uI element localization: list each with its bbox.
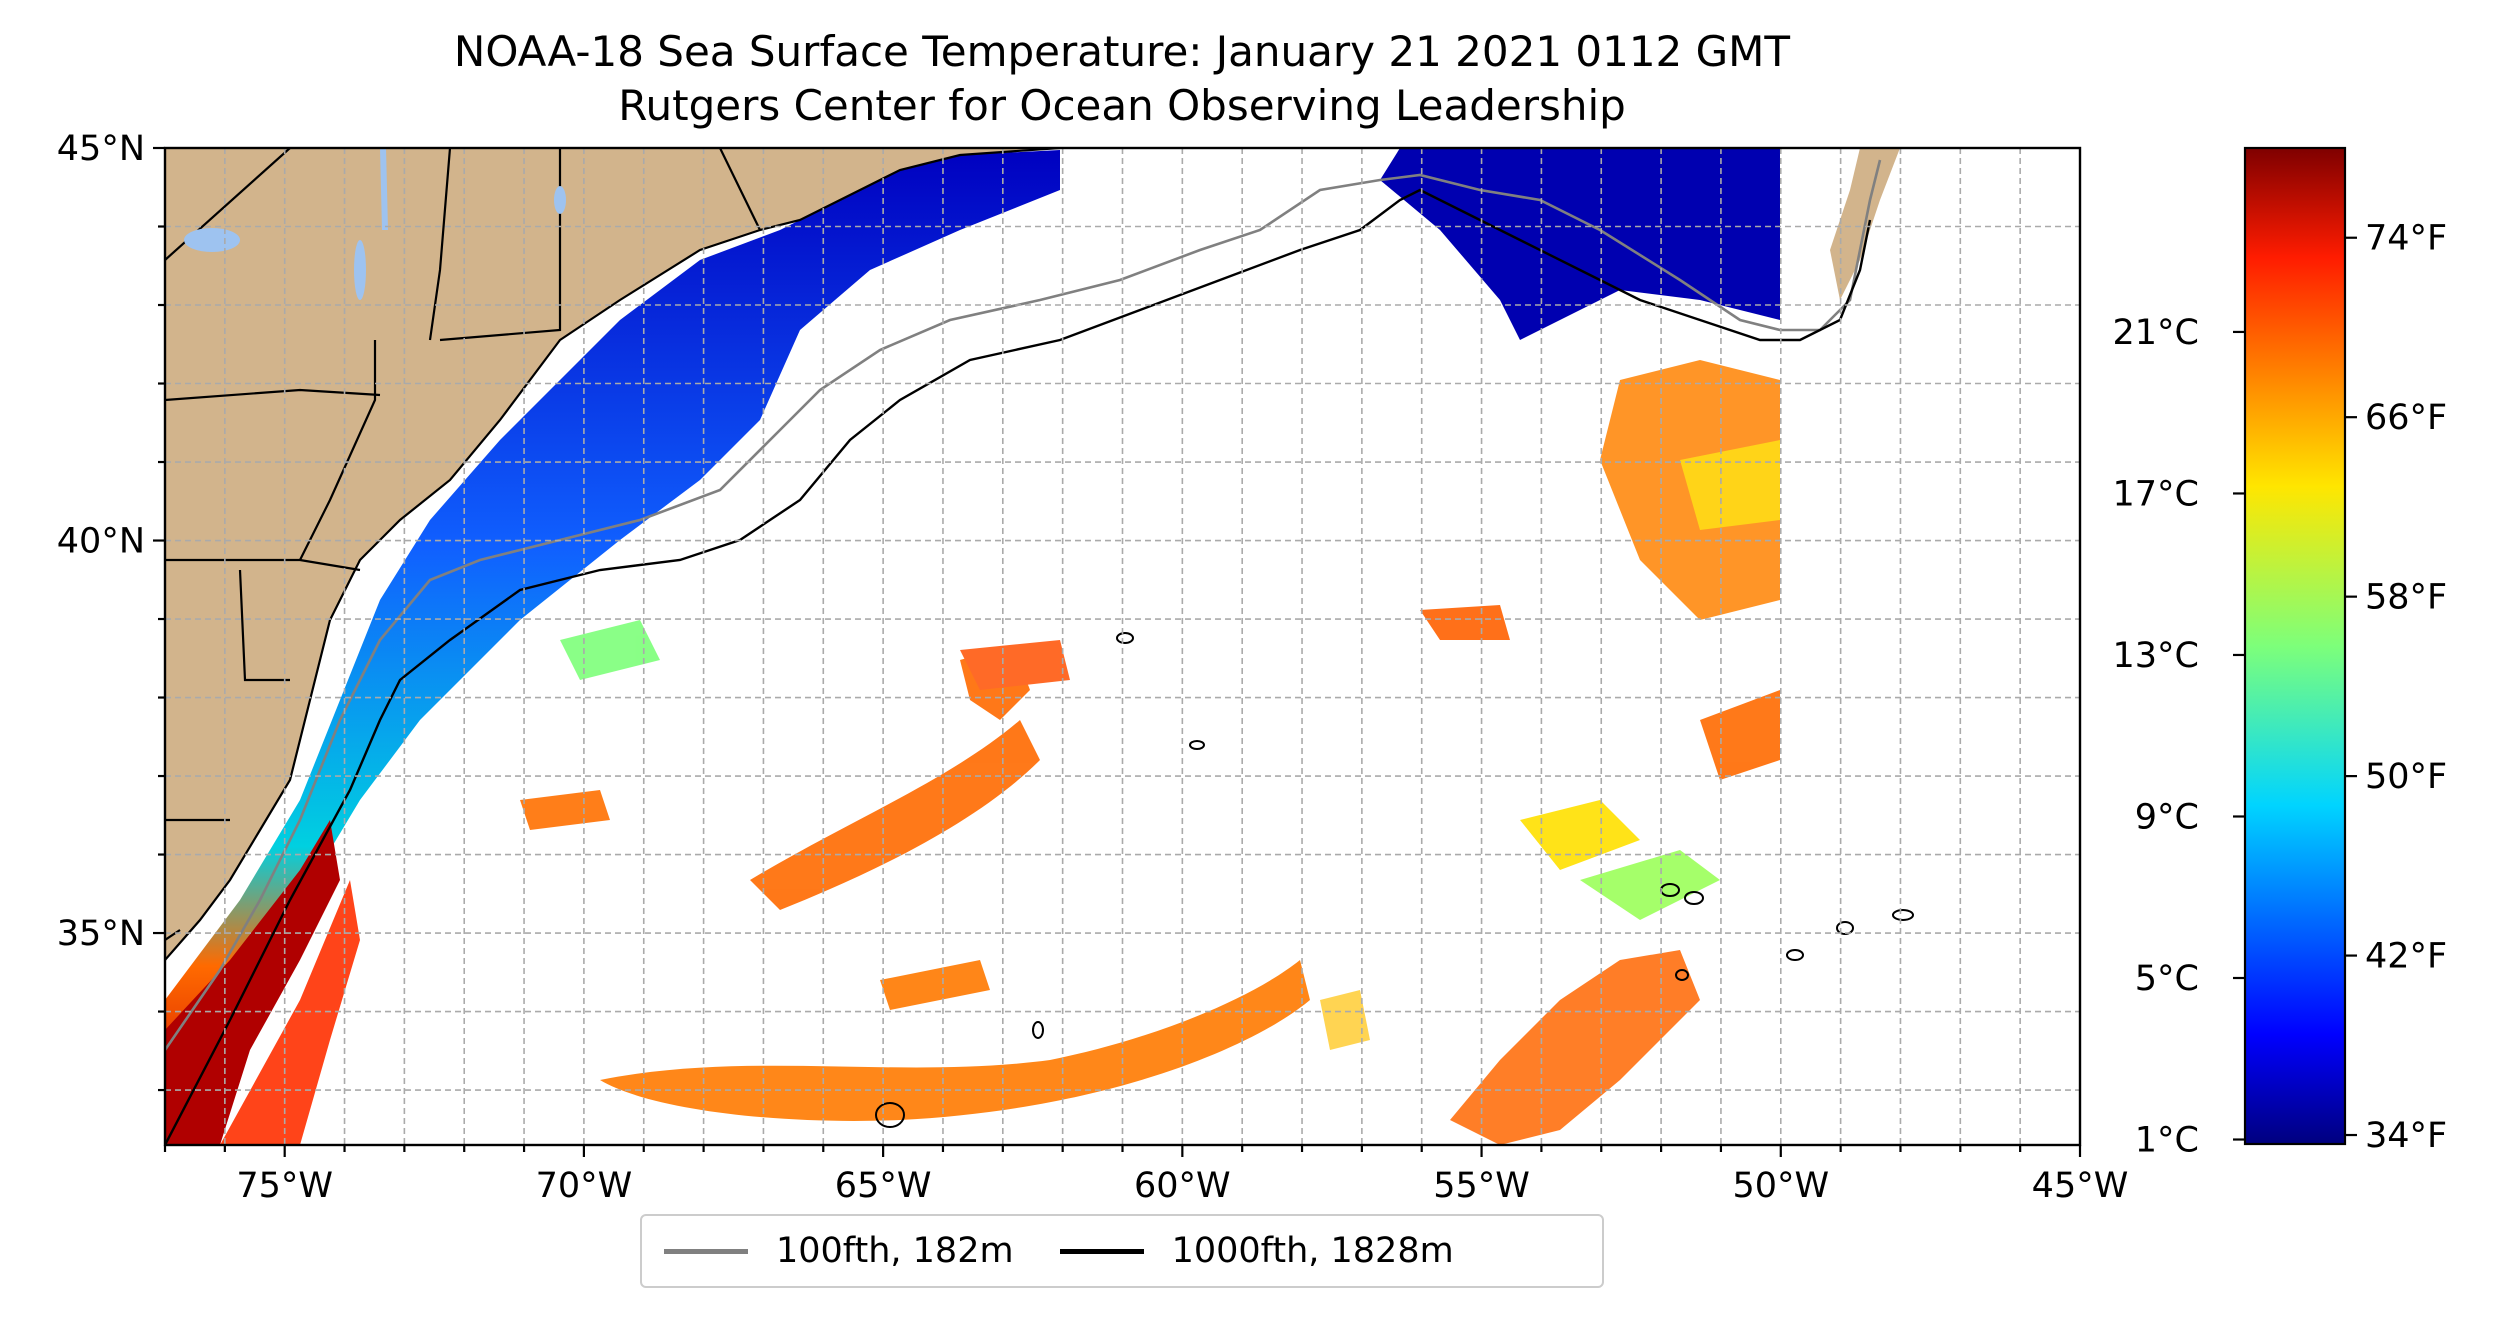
sst-warm-core <box>165 820 340 1145</box>
axis-labels: 75°W 70°W 65°W 60°W 55°W 50°W 45°W 45°N 40°N 35°N <box>57 129 2129 1206</box>
cbar-c-label: 5°C <box>2135 959 2199 999</box>
lon-label: 45°W <box>2032 1166 2129 1206</box>
cbar-c-label: 1°C <box>2135 1121 2199 1161</box>
legend-line-black <box>1059 1248 1144 1254</box>
sst-warm-band <box>220 880 360 1145</box>
lon-label: 65°W <box>835 1166 932 1206</box>
axis-ticks <box>153 146 2082 1157</box>
isobath-1000fth <box>165 188 1872 1145</box>
isobath-100fth <box>165 159 1882 1051</box>
cbar-f-label: 34°F <box>2365 1116 2447 1156</box>
colorbar-ticks <box>2233 236 2357 1141</box>
gridlines <box>165 148 2080 1145</box>
lon-label: 70°W <box>536 1166 633 1206</box>
map-title: NOAA-18 Sea Surface Temperature: January… <box>453 27 1791 76</box>
lon-label: 60°W <box>1134 1166 1231 1206</box>
cbar-c-label: 21°C <box>2113 313 2199 353</box>
cbar-f-label: 66°F <box>2365 398 2447 438</box>
cbar-c-label: 13°C <box>2113 636 2199 676</box>
lakes <box>184 148 566 300</box>
cbar-c-label: 9°C <box>2135 797 2199 837</box>
map-subtitle: Rutgers Center for Ocean Observing Leade… <box>618 81 1626 130</box>
lat-label: 45°N <box>57 129 145 169</box>
isobath-legend: 100fth, 182m 1000fth, 1828m <box>640 1214 1604 1288</box>
lon-label: 55°W <box>1433 1166 1530 1206</box>
land-mass <box>165 148 1060 960</box>
legend-label-100fth: 100fth, 182m <box>776 1231 1014 1271</box>
map-area <box>165 148 2080 1145</box>
cbar-c-label: 17°C <box>2113 474 2199 514</box>
cbar-f-label: 58°F <box>2365 578 2447 618</box>
lon-label: 75°W <box>236 1166 333 1206</box>
cbar-f-label: 74°F <box>2365 219 2447 259</box>
legend-item-1000fth: 1000fth, 1828m <box>1059 1231 1454 1271</box>
lon-label: 50°W <box>1732 1166 1829 1206</box>
sst-ne-cold <box>1380 148 1780 340</box>
coastline <box>165 148 1061 961</box>
seamount-contours <box>875 632 1914 1128</box>
sst-coastal-swath <box>165 150 1060 1145</box>
colorbar-labels: 34°F 42°F 50°F 58°F 66°F 74°F 1°C 5°C 9°C 13°C 17°… <box>2113 219 2448 1161</box>
lat-label: 40°N <box>57 522 145 562</box>
cbar-f-label: 42°F <box>2365 937 2447 977</box>
legend-line-grey <box>664 1248 748 1254</box>
cbar-f-label: 50°F <box>2365 757 2447 797</box>
lat-label: 35°N <box>57 914 145 954</box>
legend-item-100fth: 100fth, 182m <box>664 1231 1014 1271</box>
legend-label-1000fth: 1000fth, 1828m <box>1171 1231 1454 1271</box>
colorbar <box>2243 146 2347 1146</box>
